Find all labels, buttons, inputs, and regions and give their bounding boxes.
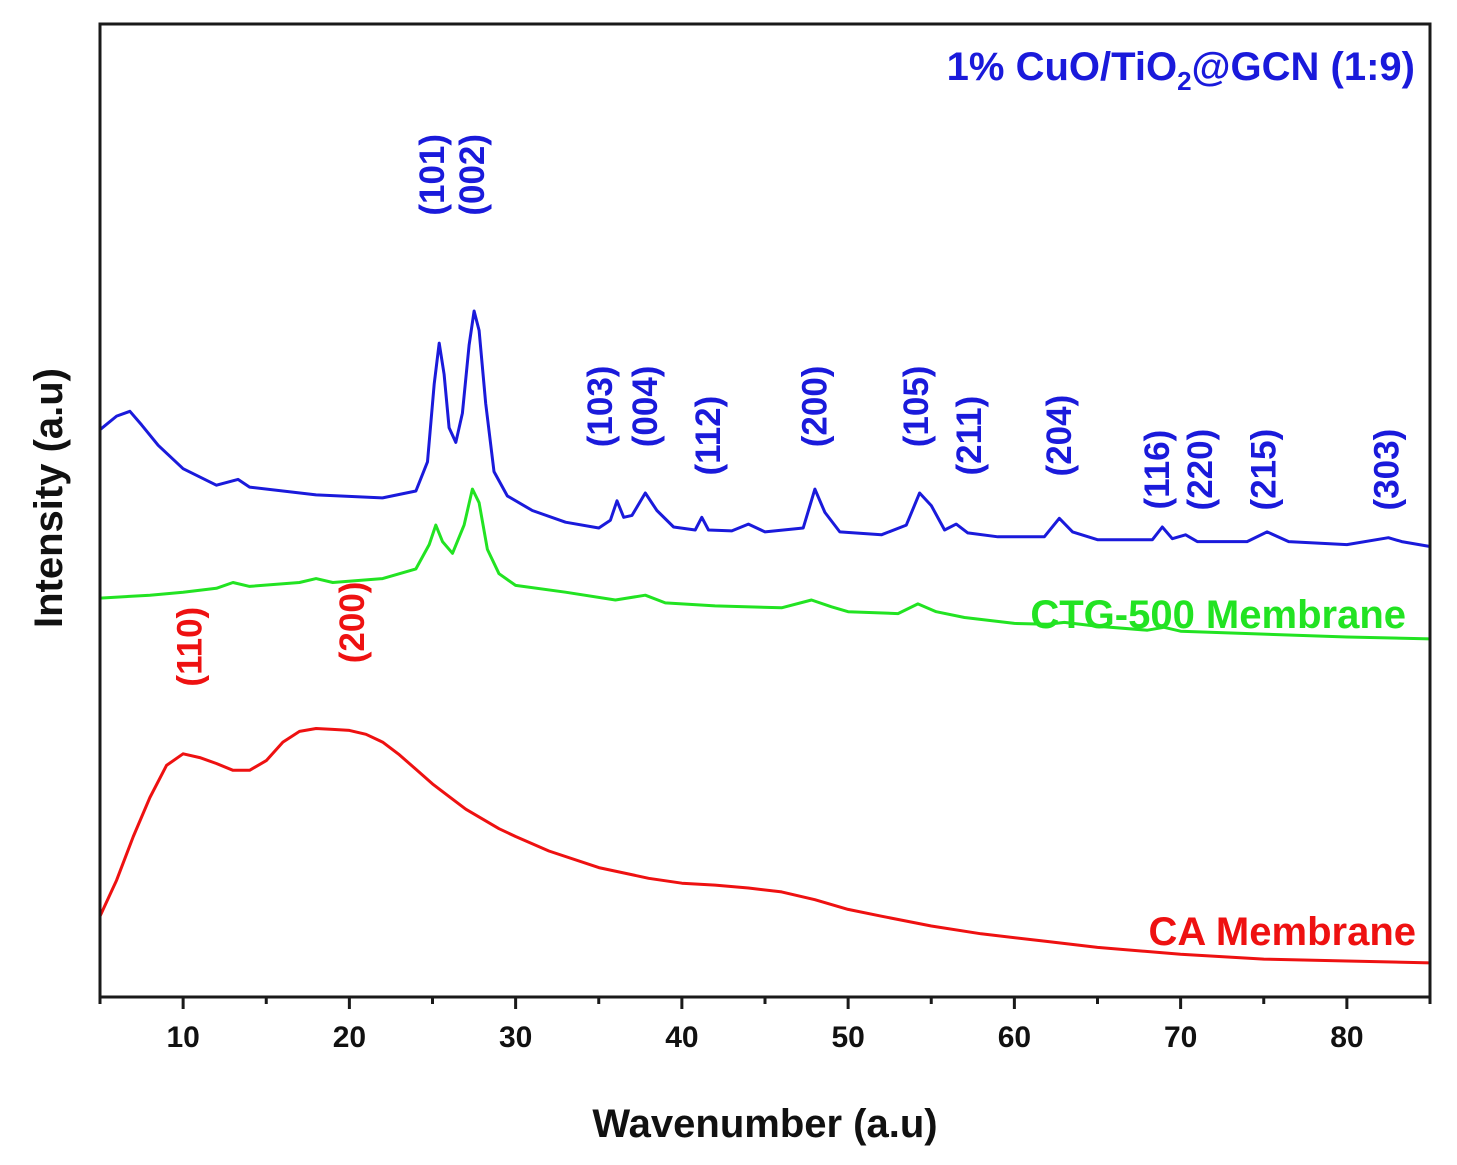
x-tick-label: 20	[333, 1021, 366, 1054]
x-tick-label: 60	[998, 1021, 1031, 1054]
peak-label: (204)	[1040, 395, 1079, 477]
series-line-1	[99, 487, 1431, 641]
x-tick-label: 70	[1164, 1021, 1197, 1054]
peak-label: (110)	[170, 607, 209, 687]
series-line-2	[98, 727, 1431, 965]
peak-label: (215)	[1244, 429, 1283, 511]
legend-label-main: 1% CuO/TiO	[947, 45, 1177, 89]
series-lines	[98, 309, 1431, 965]
legend-label-tail: @GCN (1:9)	[1192, 45, 1415, 89]
peak-label: (116)	[1138, 430, 1177, 510]
peak-label: (002)	[453, 134, 492, 216]
plot-frame	[98, 22, 1432, 999]
series-line-0	[99, 309, 1431, 548]
peak-label: (103)	[581, 366, 620, 448]
legend-label-ca-membrane: CA Membrane	[1149, 910, 1416, 954]
peak-label: (211)	[950, 396, 989, 476]
x-ticks: 10 20 30 40 50 60 70 80	[98, 997, 1432, 1054]
peak-label: (101)	[413, 134, 452, 216]
x-axis-title: Wavenumber (a.u)	[592, 1102, 937, 1146]
peak-labels: (101) (002) (103) (004) (112) (200) (105) (211)…	[170, 134, 1406, 687]
peak-label: (105)	[897, 366, 936, 448]
x-tick-label: 10	[166, 1021, 199, 1054]
legend-label-cuo-tio2-gcn: 1% CuO/TiO2@GCN (1:9)	[947, 45, 1415, 96]
peak-label: (112)	[689, 396, 728, 476]
axes	[98, 22, 1432, 999]
legend-label-subscript: 2	[1177, 66, 1191, 96]
x-tick-label: 40	[665, 1021, 698, 1054]
y-axis-title: Intensity (a.u)	[27, 368, 71, 628]
peak-label: (004)	[626, 366, 665, 448]
x-tick-label: 80	[1330, 1021, 1363, 1054]
peak-label: (220)	[1181, 429, 1220, 511]
peak-label: (200)	[795, 366, 834, 448]
peak-label: (303)	[1367, 429, 1406, 511]
x-tick-label: 50	[831, 1021, 864, 1054]
peak-label: (200)	[333, 582, 372, 664]
x-tick-label: 30	[499, 1021, 532, 1054]
legend-label-ctg-500: CTG-500 Membrane	[1030, 593, 1406, 637]
